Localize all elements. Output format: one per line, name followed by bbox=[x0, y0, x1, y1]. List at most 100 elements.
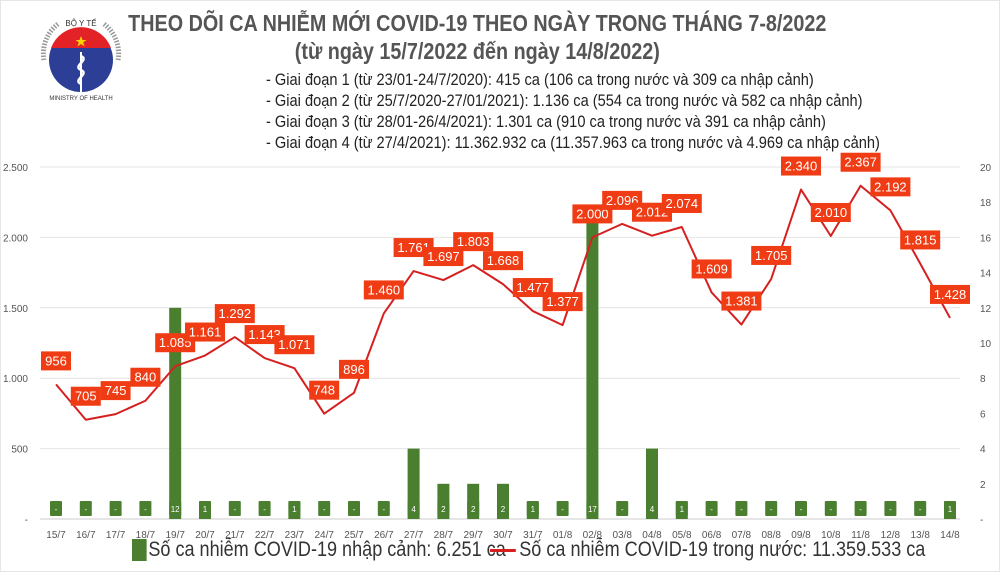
right-axis-tick: 2 bbox=[980, 480, 986, 491]
left-axis-tick: 500 bbox=[11, 445, 28, 456]
line-label: 956 bbox=[45, 353, 67, 368]
line-label: 1.609 bbox=[695, 261, 728, 276]
line-label-box bbox=[274, 335, 315, 355]
line-label-box bbox=[721, 291, 762, 311]
line-label-box bbox=[900, 230, 941, 250]
bar-label-box bbox=[526, 501, 539, 516]
bar-label: - bbox=[144, 505, 147, 514]
x-axis-tick: 29/7 bbox=[463, 530, 483, 541]
line-label: 1.377 bbox=[546, 294, 579, 309]
legend-line-swatch bbox=[490, 548, 516, 552]
left-axis-tick: 2.000 bbox=[3, 233, 28, 244]
line-label: 1.428 bbox=[934, 287, 967, 302]
bar-label: 1 bbox=[531, 505, 536, 514]
bar-label-box bbox=[288, 501, 301, 516]
line-label-box bbox=[751, 245, 792, 265]
note-phase-4: - Giai đoạn 4 (từ 27/4/2021): 11.362.932… bbox=[266, 133, 880, 152]
x-axis-tick: 13/8 bbox=[910, 530, 930, 541]
bar-label: - bbox=[800, 505, 803, 514]
bar-label-box bbox=[556, 501, 569, 516]
bar-label-box bbox=[497, 501, 509, 516]
line-label: 1.668 bbox=[487, 253, 520, 268]
line-label-box bbox=[810, 202, 851, 222]
bar-label-box bbox=[318, 501, 331, 516]
line-label-box bbox=[930, 284, 970, 304]
note-phase-1: - Giai đoạn 1 (từ 23/01-24/7/2020): 415 … bbox=[266, 70, 814, 89]
line-label-box bbox=[781, 156, 821, 176]
legend-bar-swatch bbox=[132, 539, 147, 561]
bar-label: 2 bbox=[501, 505, 506, 514]
x-axis-tick: 11/8 bbox=[851, 530, 870, 541]
right-axis-tick: 10 bbox=[980, 339, 992, 350]
line-label: 748 bbox=[313, 383, 335, 398]
x-axis-tick: 12/8 bbox=[881, 530, 901, 541]
bar-label: 2 bbox=[441, 505, 446, 514]
line-label: 1.071 bbox=[278, 337, 311, 352]
domestic-cases-line bbox=[55, 184, 951, 421]
bar-label-box bbox=[228, 501, 241, 516]
chart-subtitle: (từ ngày 15/7/2022 đến ngày 14/8/2022) bbox=[294, 38, 660, 64]
x-axis-tick: 01/8 bbox=[553, 530, 573, 541]
svg-text:BỘ Y TẾ: BỘ Y TẾ bbox=[65, 18, 96, 28]
bar-label: 1 bbox=[680, 505, 685, 514]
bar-label: - bbox=[859, 505, 862, 514]
left-axis-tick: 2.500 bbox=[3, 163, 28, 174]
bar-label: 2 bbox=[471, 505, 476, 514]
left-axis-tick: 1.000 bbox=[3, 374, 28, 385]
bar-label-box bbox=[914, 501, 927, 516]
x-axis-tick: 26/7 bbox=[374, 530, 394, 541]
right-axis-tick: 18 bbox=[980, 198, 992, 209]
line-label: 1.161 bbox=[189, 325, 222, 340]
line-label-box bbox=[339, 359, 369, 379]
line-label-box bbox=[483, 251, 523, 271]
line-label-box bbox=[423, 247, 464, 267]
line-label: 2.074 bbox=[666, 196, 699, 211]
bar-label-box bbox=[884, 501, 897, 516]
x-axis-tick: 07/8 bbox=[732, 530, 752, 541]
right-axis-tick: 12 bbox=[980, 304, 992, 315]
bar-label: - bbox=[919, 505, 922, 514]
bar-label-box bbox=[109, 501, 122, 516]
bar-label-box bbox=[258, 501, 271, 516]
bar-label: - bbox=[233, 505, 236, 514]
left-axis-tick: 1.500 bbox=[3, 304, 28, 315]
note-phase-2: - Giai đoạn 2 (từ 25/7/2020-27/01/2021):… bbox=[266, 91, 863, 110]
x-axis-tick: 19/7 bbox=[165, 530, 185, 541]
svg-text:MINISTRY OF HEALTH: MINISTRY OF HEALTH bbox=[49, 96, 112, 100]
x-axis-tick: 24/7 bbox=[314, 530, 334, 541]
x-axis-tick: 18/7 bbox=[136, 530, 156, 541]
note-phase-3: - Giai đoạn 3 (từ 28/01-26/4/2021): 1.30… bbox=[266, 112, 826, 131]
x-axis-tick: 09/8 bbox=[791, 530, 811, 541]
bar-label-box bbox=[795, 501, 807, 516]
bar-label: - bbox=[382, 505, 385, 514]
line-label: 840 bbox=[135, 370, 157, 385]
line-label-box bbox=[70, 386, 101, 406]
bar-label: 12 bbox=[171, 505, 180, 514]
bar-label: 1 bbox=[203, 505, 208, 514]
bar-label-box bbox=[169, 501, 182, 516]
bar-label: 1 bbox=[948, 505, 953, 514]
line-label-box bbox=[840, 152, 881, 172]
bar-label-box bbox=[944, 501, 956, 516]
bar-label: - bbox=[114, 505, 117, 514]
line-label: 1.085 bbox=[159, 335, 192, 350]
line-label-box bbox=[100, 381, 131, 401]
bar-label: - bbox=[561, 505, 564, 514]
x-axis-tick: 21/7 bbox=[225, 530, 245, 541]
x-axis-tick: 25/7 bbox=[344, 530, 364, 541]
right-axis-tick: 6 bbox=[980, 409, 986, 420]
line-label: 896 bbox=[343, 362, 365, 377]
right-axis-tick: 16 bbox=[980, 233, 992, 244]
x-axis-tick: 28/7 bbox=[434, 530, 454, 541]
ministry-of-health-logo: BỘ Y TẾ MINISTRY OF HEALTH bbox=[40, 18, 122, 100]
bar-label-box bbox=[646, 501, 658, 516]
x-axis-tick: 04/8 bbox=[642, 530, 662, 541]
bar-label: - bbox=[710, 505, 713, 514]
line-label: 2.012 bbox=[636, 205, 669, 220]
bar-label-box bbox=[824, 501, 837, 516]
line-label: 1.460 bbox=[368, 282, 401, 297]
chart-title: THEO DÕI CA NHIỄM MỚI COVID-19 THEO NGÀY… bbox=[128, 10, 827, 36]
bar-label-box bbox=[348, 501, 360, 516]
x-axis-tick: 02/8 bbox=[583, 530, 603, 541]
line-label-box bbox=[453, 232, 494, 252]
